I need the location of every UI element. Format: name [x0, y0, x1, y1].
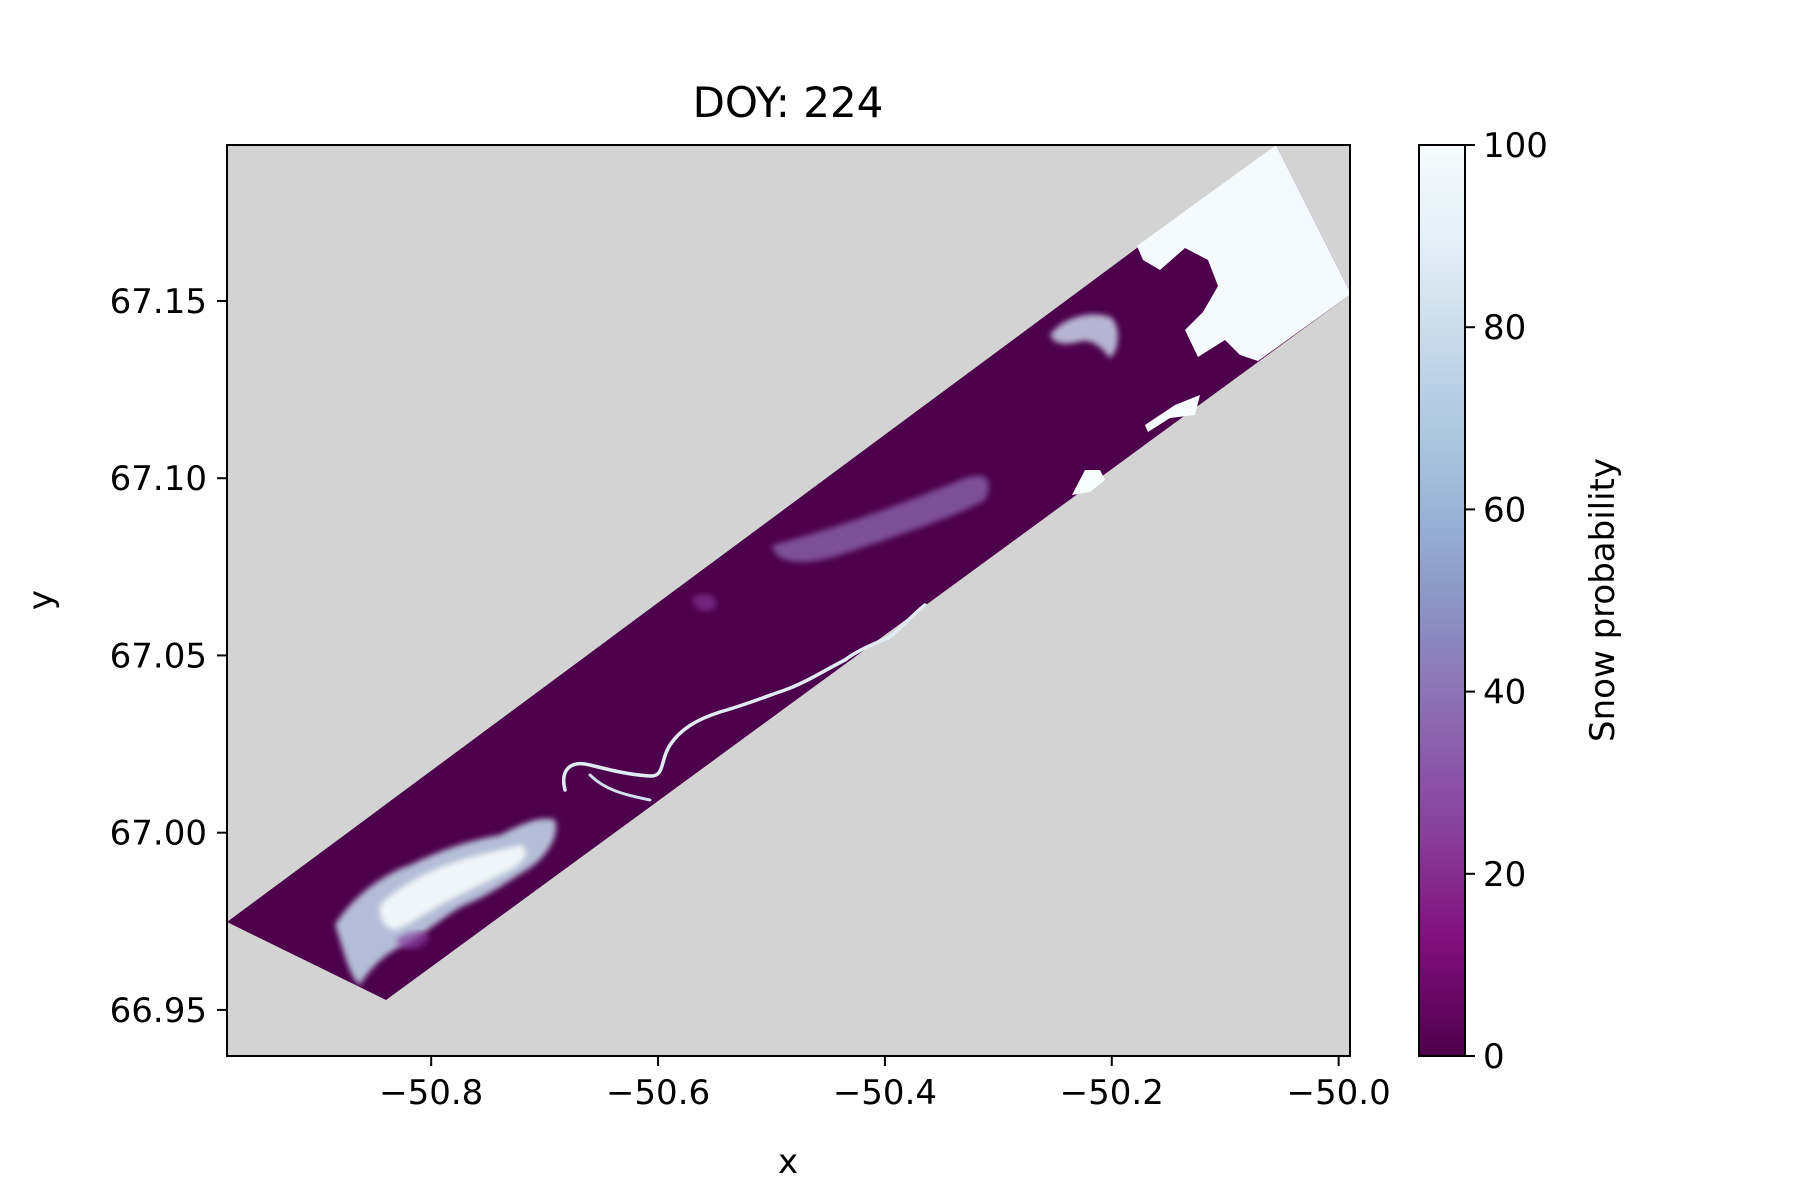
colorbar-tick-label: 0	[1483, 1037, 1505, 1077]
colorbar-tick-label: 60	[1483, 490, 1526, 530]
y-axis-ticks: 66.95 67.00 67.05 67.10 67.15	[110, 282, 227, 1031]
satellite-swath	[227, 145, 1350, 1000]
y-tick-label: 67.10	[110, 459, 207, 499]
x-tick-label: −50.2	[1060, 1073, 1164, 1113]
y-tick-label: 67.15	[110, 282, 207, 322]
northeast-clear-edge	[1145, 395, 1200, 432]
x-tick-label: −50.4	[833, 1073, 937, 1113]
river-channel	[562, 603, 927, 792]
y-axis-label: y	[21, 590, 61, 610]
y-tick-label: 67.00	[110, 814, 207, 854]
northeast-clear-edge-2	[1072, 470, 1105, 495]
y-tick-label: 66.95	[110, 991, 207, 1031]
colorbar-tick-label: 40	[1483, 673, 1526, 713]
x-tick-label: −50.0	[1287, 1073, 1391, 1113]
colorbar-tick-label: 20	[1483, 855, 1526, 895]
x-axis-label: x	[778, 1142, 798, 1182]
x-tick-label: −50.6	[606, 1073, 710, 1113]
x-axis-ticks: −50.8 −50.6 −50.4 −50.2 −50.0	[379, 1056, 1391, 1113]
snow-field-inner-purple	[395, 931, 430, 950]
y-tick-label: 67.05	[110, 636, 207, 676]
colorbar-label: Snow probability	[1583, 458, 1623, 742]
colorbar	[1418, 144, 1466, 1057]
colorbar-ticks: 0 20 40 60 80 100	[1465, 126, 1548, 1077]
raster-layer	[227, 145, 1350, 1000]
colorbar-tick-label: 80	[1483, 308, 1526, 348]
plot-frame	[226, 144, 1351, 1057]
chart-title: DOY: 224	[693, 78, 884, 127]
colorbar-tick-label: 100	[1483, 126, 1548, 166]
northeast-snow-region	[1137, 145, 1350, 361]
snow-patch-northeast	[1050, 314, 1118, 358]
snow-patch-central	[772, 475, 989, 562]
x-tick-label: −50.8	[379, 1073, 483, 1113]
snow-patch-small	[692, 594, 717, 612]
snow-field-core	[379, 845, 527, 930]
river-branch	[588, 773, 652, 802]
